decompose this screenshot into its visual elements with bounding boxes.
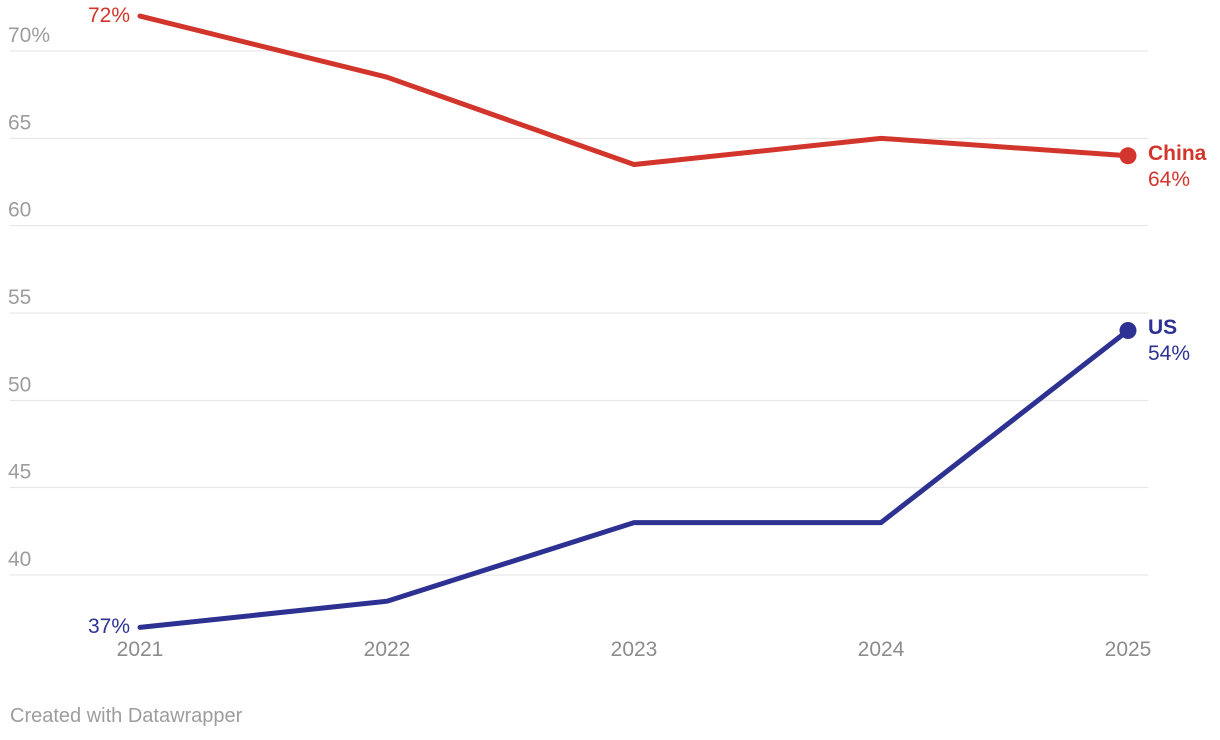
china-series-label: China — [1148, 141, 1207, 165]
datawrapper-credit-link[interactable]: Created with Datawrapper — [10, 705, 243, 727]
y-tick-label: 65 — [8, 111, 31, 134]
y-tick-label: 60 — [8, 199, 31, 222]
x-tick-label: 2025 — [1105, 638, 1152, 661]
x-tick-label: 2021 — [117, 638, 164, 661]
us-end-dot[interactable] — [1119, 321, 1137, 339]
us-first-value-label: 37% — [87, 615, 130, 639]
us-last-value-label: 54% — [1148, 342, 1191, 366]
us-line[interactable] — [137, 327, 1131, 630]
x-tick-label: 2024 — [858, 638, 905, 661]
y-tick-label: 40 — [8, 548, 31, 571]
y-tick-label: 45 — [8, 461, 31, 484]
x-tick-label: 2022 — [364, 638, 411, 661]
china-first-value-label: 72% — [87, 4, 130, 28]
china-end-dot[interactable] — [1119, 147, 1137, 165]
china-last-value-label: 64% — [1148, 167, 1191, 191]
y-tick-label: 70% — [8, 24, 50, 47]
us-series-label: US — [1148, 316, 1178, 340]
x-tick-label: 2023 — [611, 638, 658, 661]
y-tick-label: 55 — [8, 286, 31, 309]
y-tick-label: 50 — [8, 373, 31, 396]
china-line[interactable] — [137, 13, 1131, 168]
